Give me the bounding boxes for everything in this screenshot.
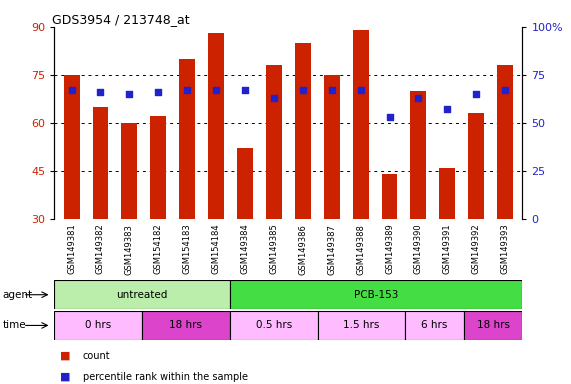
Text: count: count [83, 351, 110, 361]
Text: GSM149386: GSM149386 [298, 223, 307, 275]
Text: GSM154183: GSM154183 [183, 223, 192, 275]
Text: 0 hrs: 0 hrs [85, 320, 111, 331]
Bar [381, 174, 397, 219]
Bar [353, 30, 368, 219]
Text: GSM149389: GSM149389 [385, 223, 394, 275]
Bar [93, 107, 108, 219]
Bar [54, 280, 230, 309]
Bar [405, 311, 464, 340]
Text: GSM149388: GSM149388 [356, 223, 365, 275]
Text: GSM149387: GSM149387 [327, 223, 336, 275]
Point [414, 95, 423, 101]
Point [443, 106, 452, 113]
Bar [295, 43, 311, 219]
Bar [150, 116, 166, 219]
Point [125, 91, 134, 97]
Text: PCB-153: PCB-153 [354, 290, 399, 300]
Point [472, 91, 481, 97]
Text: GSM149393: GSM149393 [501, 223, 510, 275]
Bar [464, 311, 522, 340]
Bar [122, 123, 138, 219]
Bar [230, 311, 317, 340]
Bar [411, 91, 427, 219]
Text: untreated: untreated [116, 290, 168, 300]
Point [327, 87, 336, 93]
Point [183, 87, 192, 93]
Point [356, 87, 365, 93]
Text: 6 hrs: 6 hrs [421, 320, 448, 331]
Text: ■: ■ [60, 372, 70, 382]
Point [154, 89, 163, 95]
Text: agent: agent [3, 290, 33, 300]
Point [211, 87, 220, 93]
Point [385, 114, 394, 120]
Point [298, 87, 307, 93]
Text: 0.5 hrs: 0.5 hrs [256, 320, 292, 331]
Bar [317, 311, 405, 340]
Text: GSM149382: GSM149382 [96, 223, 105, 275]
Bar [230, 280, 522, 309]
Bar [142, 311, 230, 340]
Bar [54, 311, 142, 340]
Point [501, 87, 510, 93]
Text: GSM149390: GSM149390 [414, 223, 423, 274]
Text: GSM149384: GSM149384 [240, 223, 250, 275]
Bar [237, 149, 253, 219]
Text: GSM149381: GSM149381 [67, 223, 76, 275]
Point [240, 87, 250, 93]
Text: 18 hrs: 18 hrs [477, 320, 510, 331]
Text: time: time [3, 320, 26, 331]
Text: ■: ■ [60, 351, 70, 361]
Bar [63, 75, 79, 219]
Text: GSM149383: GSM149383 [125, 223, 134, 275]
Point [96, 89, 105, 95]
Text: GSM149391: GSM149391 [443, 223, 452, 274]
Bar [208, 33, 224, 219]
Text: GSM154182: GSM154182 [154, 223, 163, 274]
Bar [324, 75, 340, 219]
Bar [497, 65, 513, 219]
Text: GSM149385: GSM149385 [270, 223, 279, 275]
Text: GSM149392: GSM149392 [472, 223, 481, 274]
Text: GDS3954 / 213748_at: GDS3954 / 213748_at [52, 13, 190, 26]
Point [67, 87, 76, 93]
Bar [266, 65, 282, 219]
Text: 18 hrs: 18 hrs [170, 320, 203, 331]
Point [270, 95, 279, 101]
Bar [439, 168, 455, 219]
Text: percentile rank within the sample: percentile rank within the sample [83, 372, 248, 382]
Text: GSM154184: GSM154184 [212, 223, 220, 274]
Text: 1.5 hrs: 1.5 hrs [343, 320, 380, 331]
Bar [468, 113, 484, 219]
Bar [179, 59, 195, 219]
